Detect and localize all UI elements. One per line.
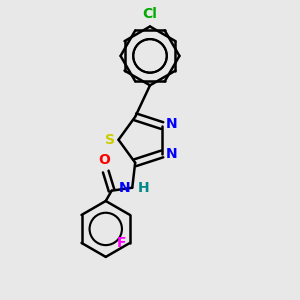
- Text: F: F: [117, 236, 126, 250]
- Text: N: N: [166, 147, 177, 161]
- Text: N: N: [166, 117, 177, 131]
- Text: N: N: [119, 181, 131, 195]
- Text: O: O: [98, 153, 110, 167]
- Text: H: H: [137, 181, 149, 195]
- Text: S: S: [105, 133, 115, 147]
- Text: Cl: Cl: [142, 7, 158, 21]
